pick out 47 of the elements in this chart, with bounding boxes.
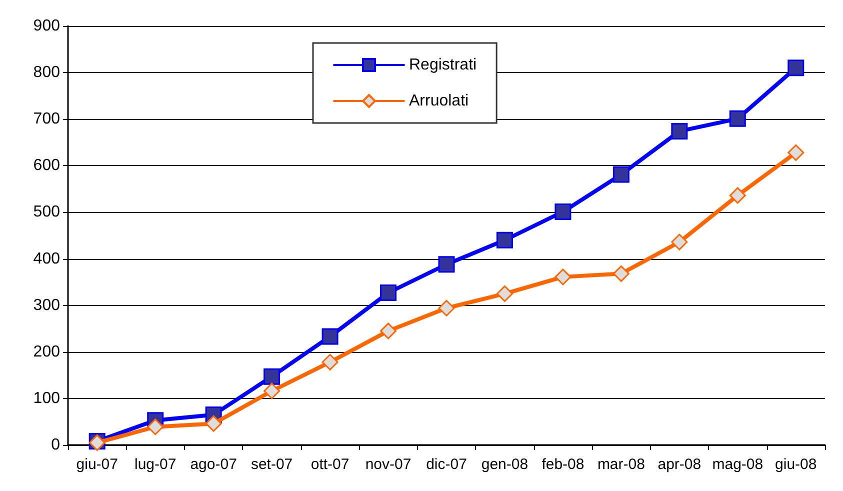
x-tick-label: nov-07 — [365, 456, 412, 473]
x-tick-label: giu-08 — [775, 456, 817, 473]
point — [729, 187, 746, 204]
y-tick-label: 100 — [33, 390, 60, 407]
point — [554, 204, 572, 220]
point — [438, 256, 455, 273]
point — [322, 328, 338, 345]
point — [322, 354, 338, 370]
y-tick-label: 700 — [33, 110, 60, 128]
point — [205, 415, 222, 432]
x-tick-label: gen-08 — [481, 456, 528, 473]
x-tick-label: dic-07 — [426, 456, 467, 473]
y-tick-label: 200 — [33, 343, 60, 360]
point — [729, 110, 746, 127]
x-tick-label: ott-07 — [310, 456, 350, 473]
x-tick-label: ago-07 — [190, 456, 237, 473]
x-tick-label: mag-08 — [712, 456, 764, 473]
point — [612, 166, 630, 183]
x-tick-label: mar-08 — [597, 456, 645, 473]
x-tick-label: giu-07 — [76, 456, 118, 473]
x-tick-label: set-07 — [250, 456, 293, 473]
point — [788, 60, 804, 76]
point — [612, 265, 630, 282]
y-tick-label: 600 — [33, 157, 60, 174]
point — [496, 285, 513, 302]
point — [264, 382, 280, 400]
legend-label: Registrati — [409, 56, 477, 74]
point — [554, 268, 572, 286]
x-tick-label: apr-08 — [658, 456, 702, 473]
x-tick-label: lug-07 — [134, 456, 176, 473]
legend-label: Arruolati — [409, 92, 469, 110]
point — [496, 232, 513, 248]
y-tick-label: 800 — [33, 64, 60, 82]
x-tick-label: feb-08 — [542, 456, 584, 473]
point — [380, 284, 397, 302]
y-tick-label: 0 — [51, 436, 60, 454]
y-tick-label: 400 — [33, 250, 60, 268]
point — [671, 122, 688, 140]
point — [788, 144, 804, 161]
point — [438, 300, 455, 316]
y-tick-label: 900 — [33, 18, 60, 34]
point — [264, 368, 280, 385]
point — [671, 234, 688, 250]
point — [147, 418, 164, 436]
y-tick-label: 500 — [33, 204, 60, 221]
y-tick-label: 300 — [33, 296, 60, 314]
point — [380, 322, 397, 340]
